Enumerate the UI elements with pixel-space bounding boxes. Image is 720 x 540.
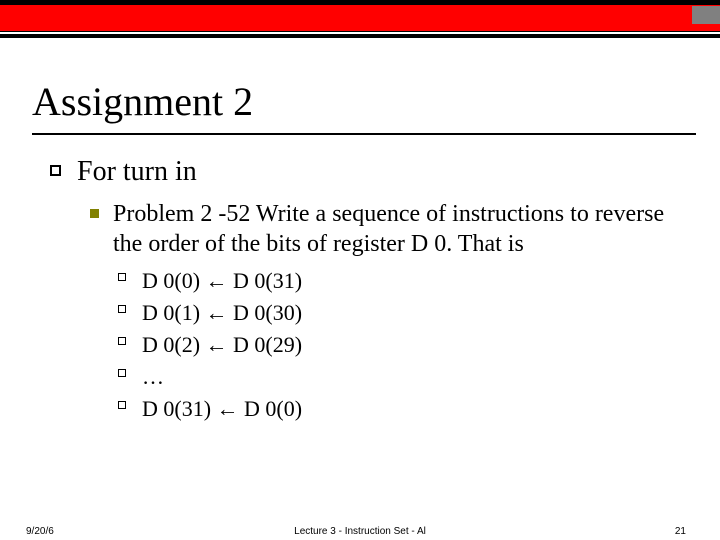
header-notch: [692, 6, 720, 24]
title-underline: [32, 133, 696, 135]
lvl3-text: D 0(1) ← D 0(30): [142, 298, 302, 328]
bullet-level1: For turn in: [50, 155, 688, 189]
bullet-level3: …: [118, 362, 688, 392]
square-filled-icon: [90, 209, 99, 218]
square-outline-small-icon: [118, 401, 126, 409]
lvl3-text: D 0(31) ← D 0(0): [142, 394, 302, 424]
footer-page: 21: [675, 526, 686, 537]
square-outline-small-icon: [118, 273, 126, 281]
header-bar: [0, 0, 720, 38]
bullet-level3: D 0(31) ← D 0(0): [118, 394, 688, 424]
footer-date: 9/20/6: [26, 526, 54, 537]
lvl3-item-3: …: [142, 364, 164, 389]
header-red-band: [0, 4, 720, 32]
bullet-level3: D 0(1) ← D 0(30): [118, 298, 688, 328]
lvl3-item-2: D 0(2) ← D 0(29): [142, 332, 302, 357]
lvl3-container: D 0(0) ← D 0(31) D 0(1) ← D 0(30) D 0(2)…: [118, 266, 688, 424]
lvl2-text: Problem 2 -52 Write a sequence of instru…: [113, 199, 688, 260]
lvl1-text: For turn in: [77, 155, 197, 189]
slide: Assignment 2 For turn in Problem 2 -52 W…: [0, 0, 720, 540]
bullet-level3: D 0(2) ← D 0(29): [118, 330, 688, 360]
square-outline-small-icon: [118, 369, 126, 377]
bullet-level3: D 0(0) ← D 0(31): [118, 266, 688, 296]
lvl3-text: D 0(2) ← D 0(29): [142, 330, 302, 360]
square-outline-icon: [50, 165, 61, 176]
footer-center: Lecture 3 - Instruction Set - Al: [294, 526, 426, 537]
lvl3-item-1: D 0(1) ← D 0(30): [142, 300, 302, 325]
square-outline-small-icon: [118, 305, 126, 313]
slide-title: Assignment 2: [32, 78, 720, 125]
lvl3-item-4: D 0(31) ← D 0(0): [142, 396, 302, 421]
content-area: For turn in Problem 2 -52 Write a sequen…: [50, 155, 688, 424]
lvl3-text: D 0(0) ← D 0(31): [142, 266, 302, 296]
header-rule-bottom: [0, 34, 720, 38]
lvl3-text: …: [142, 362, 164, 392]
lvl3-item-0: D 0(0) ← D 0(31): [142, 268, 302, 293]
bullet-level2: Problem 2 -52 Write a sequence of instru…: [90, 199, 688, 260]
lvl2-container: Problem 2 -52 Write a sequence of instru…: [90, 199, 688, 424]
square-outline-small-icon: [118, 337, 126, 345]
